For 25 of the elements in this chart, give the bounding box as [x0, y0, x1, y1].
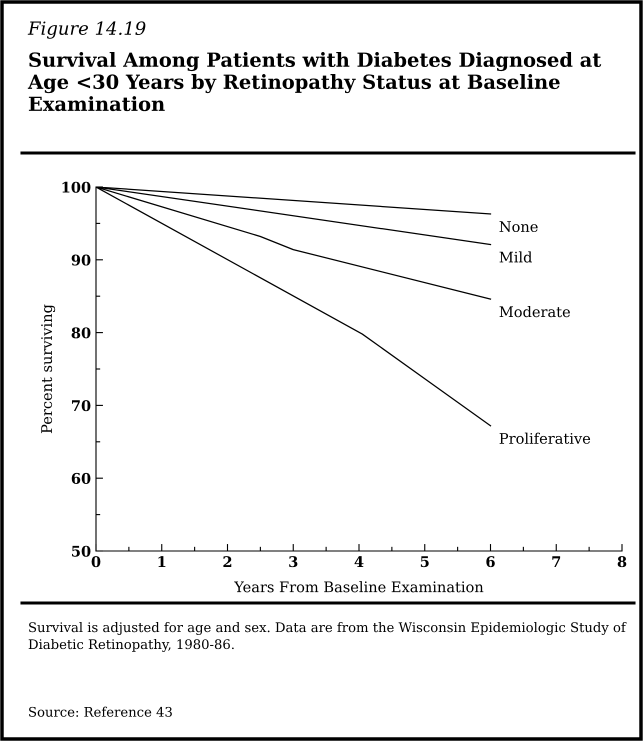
y-tick-label: 50: [72, 546, 90, 557]
y-tick-label: 90: [72, 254, 90, 266]
x-tick-label: 8: [618, 556, 626, 568]
x-tick-label: 7: [552, 556, 560, 567]
x-tick-label: 3: [289, 556, 298, 568]
source-note: Source: Reference 43: [29, 706, 172, 717]
y-tick-label: 100: [62, 182, 90, 193]
y-tick-label: 70: [72, 400, 90, 412]
x-tick-label: 0: [92, 556, 100, 568]
y-axis-title: Percent surviving: [41, 304, 56, 434]
x-tick-label: 5: [420, 556, 429, 568]
x-tick-label: 6: [486, 556, 495, 568]
x-tick-label: 4: [354, 556, 364, 567]
series-label: None: [500, 221, 538, 232]
x-tick-label: 2: [223, 556, 232, 567]
series-label: Mild: [500, 251, 532, 263]
chart-subtitle: Figure 14.19: [28, 21, 146, 39]
chart-title: Survival Among Patients with Diabetes Diagnosed at Age <30 Years by Retinopathy Status at Baseline Examination: [28, 52, 602, 112]
x-axis-title: Years From Baseline Examination: [234, 581, 484, 592]
series-label: Proliferative: [500, 432, 590, 444]
series-label: Moderate: [500, 306, 570, 318]
y-tick-label: 80: [72, 327, 90, 338]
y-tick-label: 60: [72, 472, 90, 484]
x-tick-label: 1: [158, 556, 166, 567]
text: Survival is adjusted for age and sex. Data are from the Wisconsin Epidemiologic Study of Diabetic Retinopathy, 1980-86.: [28, 622, 627, 652]
